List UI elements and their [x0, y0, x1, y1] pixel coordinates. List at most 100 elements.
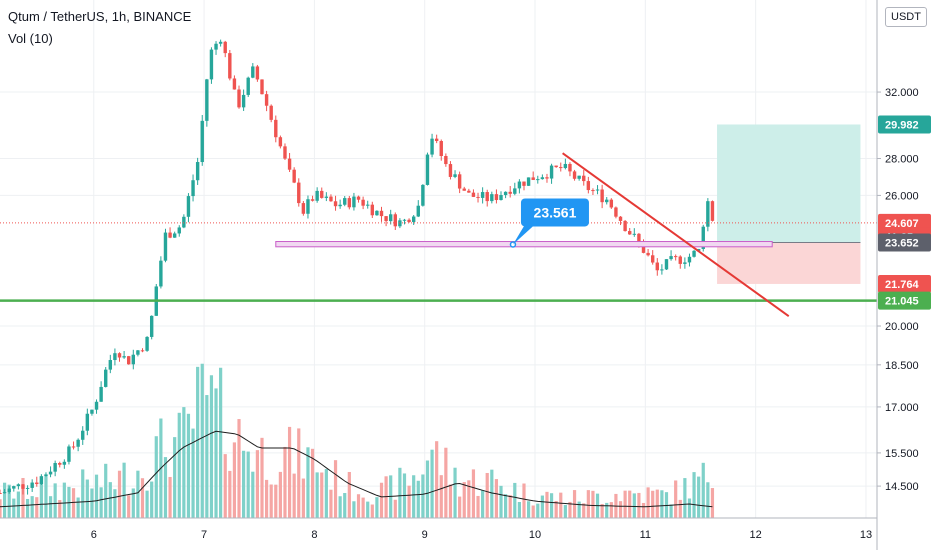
volume-bar [310, 448, 315, 518]
volume-bar [471, 469, 476, 518]
volume-bar [632, 493, 636, 518]
candle-body [76, 439, 80, 447]
candle-body [241, 94, 246, 108]
volume-bar [122, 462, 126, 518]
candle-body [453, 174, 457, 177]
price-tag[interactable] [878, 233, 931, 252]
candle-body [113, 353, 117, 361]
volume-bar [71, 488, 76, 518]
price-tag-label: 23.652 [885, 238, 919, 250]
volume-bar [393, 499, 397, 518]
volume-bar [499, 485, 503, 518]
resistance-zone[interactable] [275, 241, 773, 248]
volume-ma-line [0, 430, 713, 508]
volume-bar [140, 478, 145, 518]
callout-box[interactable] [520, 198, 589, 227]
candle-body [223, 41, 227, 54]
volume-bar [25, 498, 30, 518]
y-tick-label: 32.000 [885, 87, 919, 99]
candle-body [333, 201, 338, 207]
candle-body [485, 192, 489, 202]
candle-body [577, 175, 581, 179]
volume-bar [136, 470, 140, 518]
volume-bar [678, 499, 682, 518]
price-tag[interactable] [878, 274, 931, 293]
volume-bar [113, 489, 117, 518]
candle-body [591, 190, 595, 192]
x-tick-label: 13 [860, 529, 872, 541]
candle-body [67, 446, 71, 462]
price-tag[interactable] [878, 291, 931, 310]
volume-bar [2, 482, 7, 518]
candle-body [145, 336, 149, 351]
candle-body [7, 488, 11, 493]
candle-body [425, 154, 430, 185]
price-tag-label: 21.764 [885, 279, 920, 291]
volume-bar [338, 496, 342, 518]
candle-body [62, 461, 67, 465]
candle-body [388, 214, 393, 222]
volume-bar [600, 503, 604, 518]
candle-body [352, 196, 356, 208]
volume-bar [582, 503, 586, 518]
volume-bar [549, 493, 554, 518]
volume-bar [246, 451, 250, 518]
candle-body [301, 203, 306, 214]
candle-body [21, 484, 25, 489]
candle-body [660, 269, 664, 271]
volume-bar [504, 494, 508, 518]
volume-bar [605, 502, 609, 518]
volume-bar [242, 450, 246, 518]
volume-bar [99, 487, 103, 518]
candle-body [251, 66, 255, 78]
volume-bar [421, 474, 425, 518]
candle-body [136, 350, 140, 355]
x-tick-label: 7 [201, 529, 207, 541]
currency-button[interactable]: USDT [885, 7, 927, 27]
volume-bar [315, 472, 319, 518]
volume-bar [76, 497, 80, 518]
volume-bar [554, 500, 558, 518]
volume-bar [232, 442, 237, 518]
candle-body [499, 195, 503, 201]
callout-pointer [512, 224, 535, 245]
candle-body [315, 190, 319, 201]
volume-bar [44, 476, 48, 518]
volume-bar [306, 447, 310, 518]
candle-body [297, 182, 301, 204]
candle-body [209, 49, 214, 80]
volume-bar [21, 477, 25, 518]
volume-bar [591, 490, 595, 518]
candle-body [545, 177, 549, 179]
candle-body [375, 210, 379, 216]
volume-bar [16, 491, 20, 518]
volume-bar [214, 388, 218, 518]
candle-body [379, 210, 384, 217]
candle-body [58, 462, 62, 465]
stop-zone[interactable] [717, 242, 861, 284]
volume-legend: Vol (10) [8, 31, 53, 46]
volume-bar [251, 471, 255, 518]
candle-body [205, 79, 209, 121]
candle-body [44, 474, 48, 477]
candle-body [646, 252, 650, 256]
price-tag[interactable] [878, 115, 931, 134]
volume-bar [191, 428, 195, 518]
volume-bar [692, 472, 696, 518]
volume-bar [347, 471, 351, 518]
x-tick-label: 9 [422, 529, 428, 541]
candle-body [706, 201, 710, 227]
volume-bar [228, 470, 232, 518]
candle-body [85, 413, 90, 431]
candle-body [237, 89, 241, 108]
volume-bar [320, 472, 324, 518]
volume-bar [425, 460, 430, 518]
trendline[interactable] [562, 152, 790, 317]
target-zone[interactable] [717, 124, 861, 243]
volume-bar [278, 471, 282, 518]
candle-body [0, 493, 2, 495]
candle-body [12, 486, 16, 489]
volume-bar [545, 491, 549, 518]
volume-bar [127, 495, 131, 518]
